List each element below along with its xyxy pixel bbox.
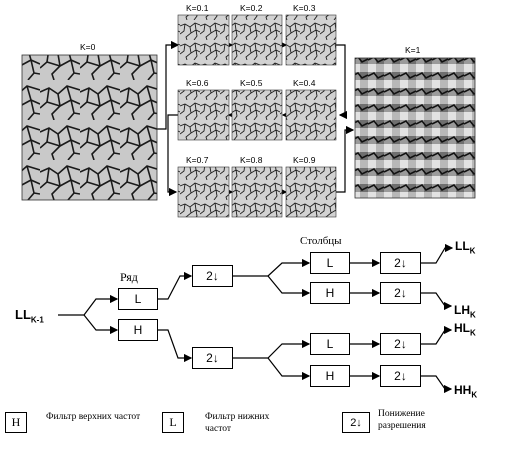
row-downsample-bottom: 2↓ xyxy=(192,347,233,369)
step-image-k03 xyxy=(285,14,337,66)
step-label-k03: K=0.3 xyxy=(293,3,316,13)
col-downsample-4: 2↓ xyxy=(380,365,421,387)
step-label-k08: K=0.8 xyxy=(240,155,263,165)
step-image-k04 xyxy=(285,89,337,141)
output-ll: LLK xyxy=(455,239,476,256)
output-hl: HLK xyxy=(454,321,476,338)
step-label-k06: K=0.6 xyxy=(186,78,209,88)
columns-label: Столбцы xyxy=(300,235,342,247)
legend-low-text: Фильтр нижних частот xyxy=(205,412,270,434)
step-image-k01 xyxy=(177,14,230,66)
col-downsample-3: 2↓ xyxy=(380,333,421,355)
step-label-k09: K=0.9 xyxy=(293,155,316,165)
input-label: LLK-1 xyxy=(15,307,44,325)
original-image xyxy=(21,54,158,201)
step-image-k08 xyxy=(231,166,283,218)
step-label-k07: K=0.7 xyxy=(186,155,209,165)
step-image-k05 xyxy=(231,89,283,141)
step-label-k04: K=0.4 xyxy=(293,78,316,88)
col-low-filter-2: L xyxy=(310,333,350,355)
col-low-filter-1: L xyxy=(310,252,350,274)
step-image-k09 xyxy=(285,166,337,218)
row-downsample-top: 2↓ xyxy=(192,265,233,287)
legend-low-symbol: L xyxy=(162,412,184,433)
col-high-filter-1: H xyxy=(310,282,350,304)
output-lh: LHK xyxy=(454,303,476,320)
step-label-k01: K=0.1 xyxy=(186,3,209,13)
final-image xyxy=(354,57,476,199)
row-label: Ряд xyxy=(120,270,138,284)
step-image-k06 xyxy=(177,89,230,141)
step-image-k07 xyxy=(177,166,230,218)
final-image-label: K=1 xyxy=(405,45,421,55)
step-label-k05: K=0.5 xyxy=(240,78,263,88)
legend-down-text: Понижение разрешения xyxy=(378,409,426,431)
step-image-k02 xyxy=(231,14,283,66)
legend-down-symbol: 2↓ xyxy=(342,412,370,433)
row-low-filter: L xyxy=(118,288,158,310)
col-high-filter-2: H xyxy=(310,365,350,387)
step-label-k02: K=0.2 xyxy=(240,3,263,13)
legend-high-symbol: H xyxy=(5,412,27,433)
original-image-label: K=0 xyxy=(80,42,96,52)
legend-high-text: Фильтр верхних частот xyxy=(46,412,141,422)
col-downsample-2: 2↓ xyxy=(380,282,421,304)
row-high-filter: H xyxy=(118,319,158,341)
col-downsample-1: 2↓ xyxy=(380,252,421,274)
output-hh: HHK xyxy=(454,383,478,400)
